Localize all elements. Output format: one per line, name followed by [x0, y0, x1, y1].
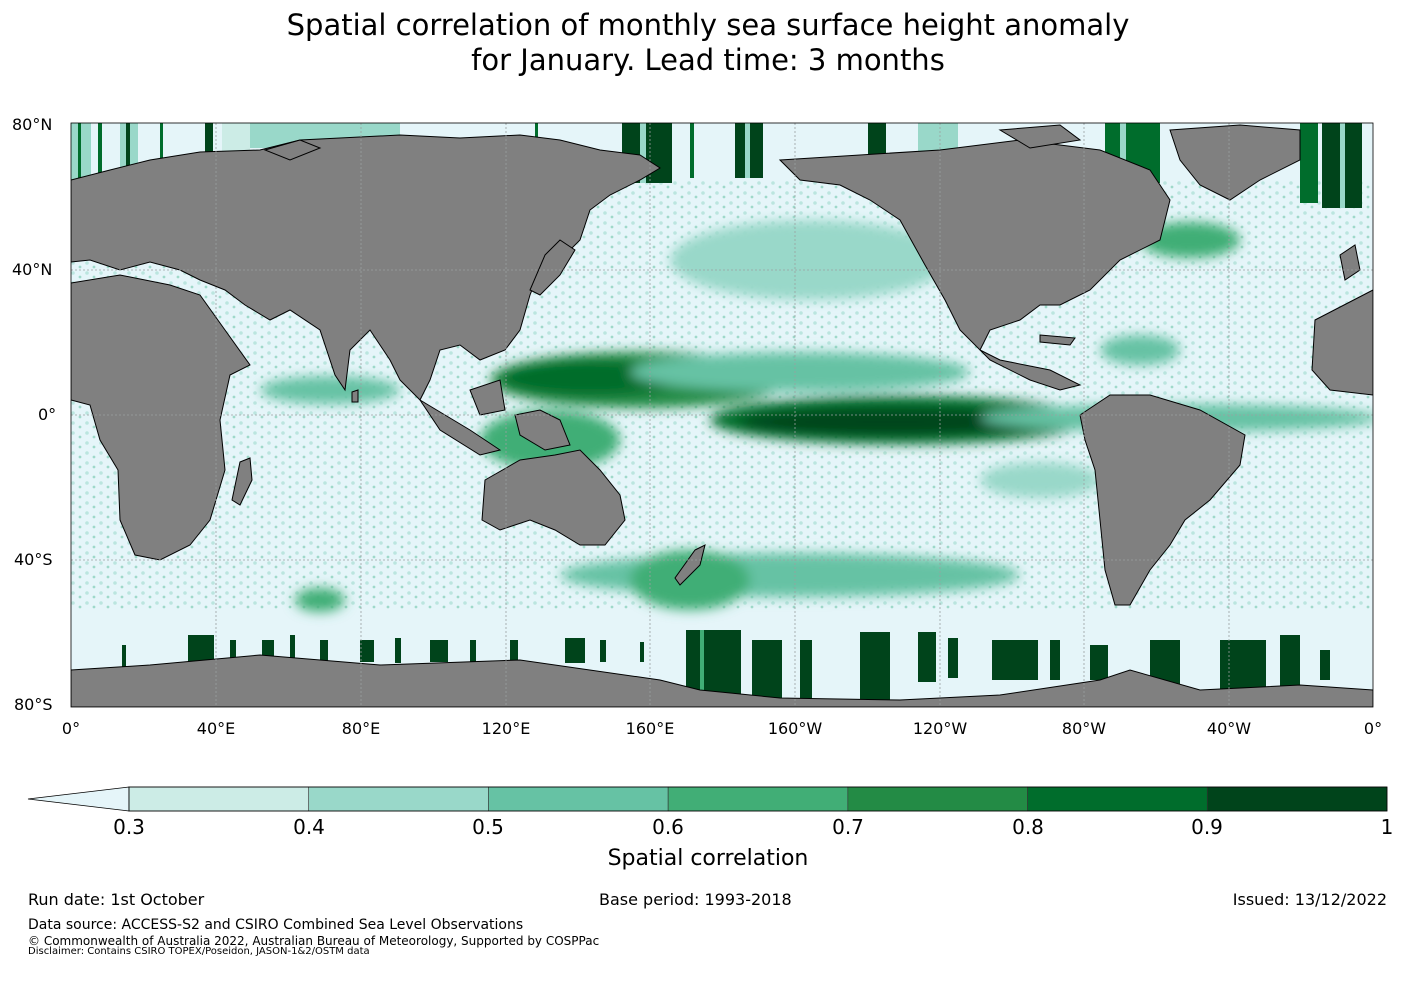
lon-label-40w: 40°W: [1206, 719, 1252, 738]
cbar-tick-0.4: 0.4: [293, 815, 325, 839]
cbar-tick-0.6: 0.6: [652, 815, 684, 839]
cuba: [1039, 334, 1076, 346]
africa: [71, 274, 251, 561]
australia: [481, 449, 626, 546]
data-source: Data source: ACCESS-S2 and CSIRO Combine…: [28, 917, 524, 933]
run-date: Run date: 1st October: [28, 890, 205, 909]
new-zealand: [674, 544, 706, 586]
lon-label-120w: 120°W: [912, 719, 968, 738]
eurasia: [71, 134, 661, 401]
colorbar-segment-0.7: [847, 786, 1028, 812]
lon-label-80e: 80°E: [341, 719, 381, 738]
colorbar-segment-0.4: [308, 786, 489, 812]
japan: [529, 239, 576, 296]
colorbar-under-arrow: [27, 786, 130, 812]
lat-label-80s: 80°S: [14, 695, 53, 714]
land-masses: [71, 124, 1373, 707]
greenland: [1169, 124, 1301, 201]
colorbar-segments: [128, 786, 1388, 812]
lon-label-0-left: 0°: [61, 719, 81, 738]
colorbar-segment-0.5: [488, 786, 669, 812]
lat-label-40s: 40°S: [14, 550, 53, 569]
antarctica: [71, 654, 1373, 707]
maritime-continent: [419, 379, 571, 456]
europe-west: [1311, 289, 1373, 396]
issued-date: Issued: 13/12/2022: [1232, 890, 1387, 909]
map-frame: [70, 122, 1374, 708]
chart-title: Spatial correlation of monthly sea surfa…: [0, 8, 1416, 78]
correlation-map: [70, 122, 1374, 708]
disclaimer: Disclaimer: Contains CSIRO TOPEX/Poseido…: [28, 946, 370, 957]
colorbar-frame: [128, 786, 1388, 812]
north-america: [778, 139, 1171, 391]
graticule: [71, 123, 1373, 707]
lon-label-0-right: 0°: [1363, 719, 1383, 738]
base-period: Base period: 1993-2018: [599, 890, 792, 909]
lon-label-80w: 80°W: [1061, 719, 1107, 738]
lat-label-80n: 80°N: [12, 115, 53, 134]
cbar-tick-0.8: 0.8: [1012, 815, 1044, 839]
title-line-2: for January. Lead time: 3 months: [471, 43, 945, 77]
lat-label-0: 0°: [38, 405, 57, 424]
cbar-tick-0.9: 0.9: [1191, 815, 1223, 839]
madagascar: [231, 457, 253, 506]
colorbar-segment-0.6: [667, 786, 849, 812]
lon-label-160e: 160°E: [625, 719, 675, 738]
title-line-1: Spatial correlation of monthly sea surfa…: [286, 8, 1130, 42]
colorbar: [27, 786, 1388, 812]
colorbar-segment-0.8: [1027, 786, 1208, 812]
cbar-tick-0.5: 0.5: [472, 815, 504, 839]
south-america: [1079, 394, 1246, 606]
colorbar-segment-0.9: [1206, 786, 1388, 812]
colorbar-title: Spatial correlation: [607, 846, 809, 871]
lon-label-160w: 160°W: [767, 719, 823, 738]
cbar-tick-1: 1: [1380, 815, 1394, 839]
lat-label-40n: 40°N: [12, 260, 53, 279]
lon-label-120e: 120°E: [481, 719, 531, 738]
cbar-tick-0.7: 0.7: [832, 815, 864, 839]
colorbar-segment-0.3: [128, 786, 310, 812]
sri-lanka: [351, 389, 359, 403]
lon-label-40e: 40°E: [196, 719, 236, 738]
arctic-islands: [263, 124, 1082, 161]
copyright: © Commonwealth of Australia 2022, Austra…: [28, 934, 600, 948]
cbar-tick-0.3: 0.3: [113, 815, 145, 839]
